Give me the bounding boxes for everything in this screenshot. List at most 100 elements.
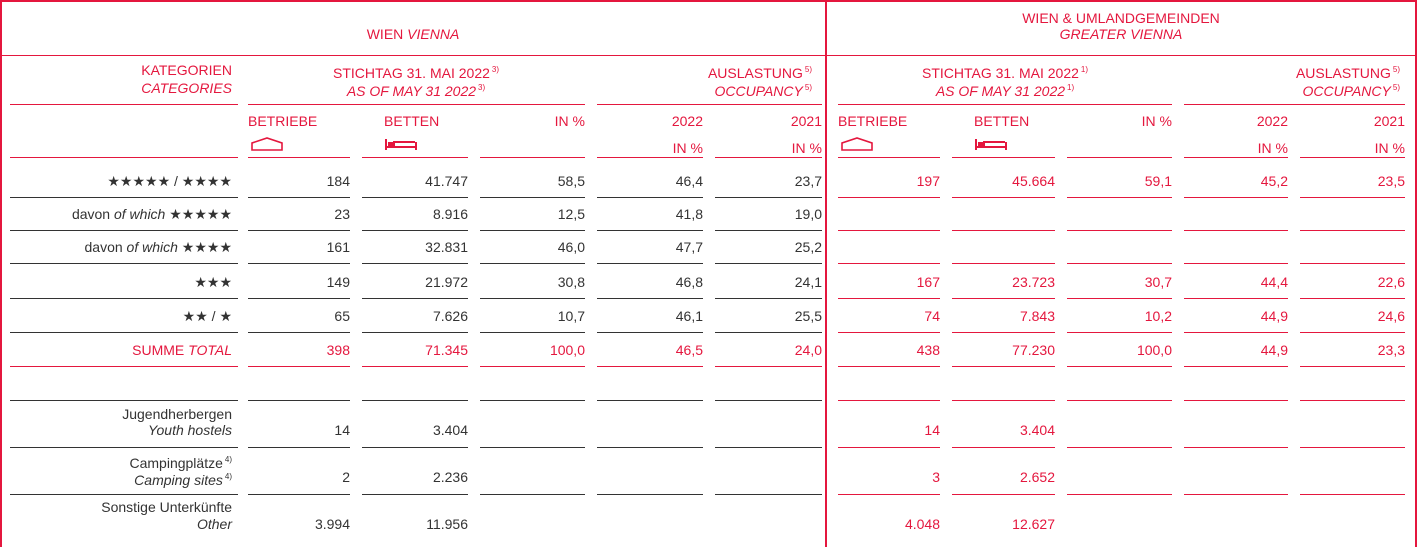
col-beds: BETTEN (384, 112, 439, 130)
cell: 11.956 (426, 515, 468, 533)
rule (10, 332, 238, 333)
text: 100,0 (1136, 342, 1172, 358)
rule (1184, 366, 1288, 367)
text: 19,0 (794, 206, 822, 222)
subheader-en: AS OF MAY 31 2022 1) (936, 79, 1074, 100)
text: 22,6 (1377, 274, 1405, 290)
rule (1184, 230, 1288, 231)
row-label: davon of which ★★★★★ (72, 205, 232, 223)
rule (838, 230, 940, 231)
subheader-de: AUSLASTUNG 5) (1296, 61, 1400, 82)
rule (1067, 157, 1172, 158)
rule (248, 298, 350, 299)
col-unit: IN % (1258, 139, 1288, 157)
rule (952, 494, 1055, 495)
text: 3.994 (314, 516, 350, 532)
rule (952, 332, 1055, 333)
text: 12.627 (1012, 516, 1055, 532)
rule (952, 230, 1055, 231)
text: 44,9 (1260, 308, 1288, 324)
rule (838, 104, 1172, 105)
rule (1300, 366, 1405, 367)
col-year: 2022 (672, 112, 703, 130)
text: 4) (224, 472, 232, 481)
rule (248, 104, 585, 105)
text: 24,0 (794, 342, 822, 358)
cell: 197 (917, 172, 940, 190)
text: 2022 (1256, 113, 1288, 129)
rule (480, 366, 585, 367)
rule (1300, 230, 1405, 231)
text: 398 (326, 342, 350, 358)
cell: 100,0 (1137, 341, 1172, 359)
text: AS OF MAY 31 2022 (935, 83, 1066, 99)
text: 71.345 (425, 342, 468, 358)
text: 161 (326, 239, 350, 255)
subheader-de: KATEGORIEN (141, 61, 232, 79)
rule (597, 494, 703, 495)
rule (248, 447, 350, 448)
cell: 2.652 (1020, 468, 1055, 486)
rule (248, 400, 350, 401)
rule (597, 230, 703, 231)
cell: 100,0 (550, 341, 585, 359)
rule (2, 55, 1415, 56)
text: 32.831 (425, 239, 468, 255)
text: 46,1 (675, 308, 703, 324)
rule (10, 447, 238, 448)
text: STICHTAG 31. MAI 2022 (921, 65, 1079, 81)
rule (10, 366, 238, 367)
rule (1067, 494, 1172, 495)
rule (10, 230, 238, 231)
cell: 2.236 (433, 468, 468, 486)
rule (838, 263, 940, 264)
rule (480, 447, 585, 448)
text: 58,5 (557, 173, 585, 189)
text: 3.404 (432, 422, 468, 438)
text: 23,3 (1377, 342, 1405, 358)
border-left (0, 0, 2, 547)
cell: 3.404 (433, 421, 468, 439)
text: IN % (791, 140, 822, 156)
col-beds: BETTEN (974, 112, 1029, 130)
cell: 46,8 (676, 273, 703, 291)
house-icon (841, 137, 873, 151)
rule (1067, 447, 1172, 448)
rule (1184, 400, 1288, 401)
cell: 44,9 (1261, 307, 1288, 325)
rule (1300, 157, 1405, 158)
rule (1300, 263, 1405, 264)
cell: 25,5 (795, 307, 822, 325)
cell: 47,7 (676, 238, 703, 256)
text: 30,8 (557, 274, 585, 290)
cell: 23,3 (1378, 341, 1405, 359)
text: 7.843 (1019, 308, 1055, 324)
col-establishments: BETRIEBE (838, 112, 907, 130)
row-label: ★★★★★ / ★★★★ (107, 172, 232, 190)
rule (715, 157, 822, 158)
rule (362, 332, 468, 333)
cell: 46,1 (676, 307, 703, 325)
border-right (1415, 0, 1417, 547)
row-label: ★★ / ★ (183, 307, 232, 325)
rule (1184, 332, 1288, 333)
rule (1184, 157, 1288, 158)
text: 23,7 (794, 173, 822, 189)
row-label-en: Other (197, 515, 232, 533)
text: WIEN & UMLANDGEMEINDEN (1022, 10, 1220, 26)
rule (597, 104, 822, 105)
rule (10, 197, 238, 198)
rule (597, 157, 703, 158)
house-icon (251, 137, 283, 151)
rule (480, 332, 585, 333)
cell: 23,7 (795, 172, 822, 190)
text: 30,7 (1144, 274, 1172, 290)
text: 14 (334, 422, 350, 438)
rule (1067, 400, 1172, 401)
rule (597, 366, 703, 367)
text: Camping sites (134, 472, 223, 488)
rule (715, 298, 822, 299)
cell: 21.972 (425, 273, 468, 291)
text: 10,2 (1144, 308, 1172, 324)
rule (715, 263, 822, 264)
